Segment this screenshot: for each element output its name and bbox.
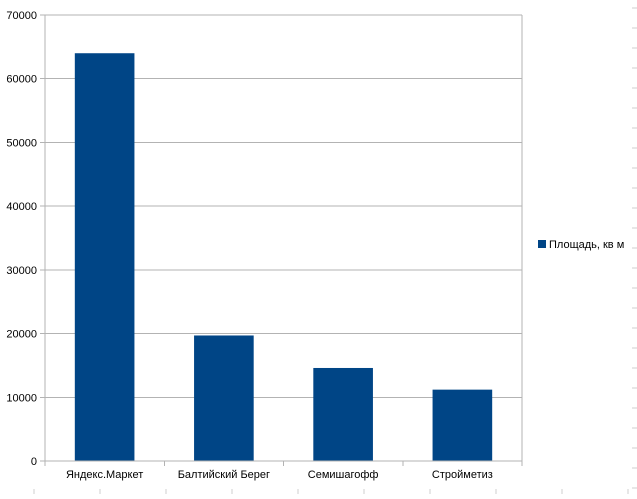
y-tick-label: 70000: [6, 10, 37, 22]
y-tick-label: 60000: [6, 74, 37, 86]
x-tick-labels: Яндекс.Маркет Балтийский Берег Семишагофф С…: [66, 469, 493, 481]
y-tick-label: 50000: [6, 137, 37, 149]
x-tick-label: Семишагофф: [308, 469, 379, 481]
legend-swatch: [538, 240, 546, 248]
y-tick-label: 40000: [6, 201, 37, 213]
axes: [40, 14, 523, 466]
bar: [74, 53, 135, 461]
y-tick-labels: 0 10000 20000 30000 40000 50000 60000 70000: [6, 10, 37, 468]
page-edge-decorations: [33, 7, 637, 494]
y-tick-label: 10000: [6, 392, 37, 404]
y-tick-label: 30000: [6, 265, 37, 277]
bar: [432, 389, 493, 461]
bars: [74, 53, 493, 461]
bar: [313, 367, 373, 461]
x-tick-label: Стройметиз: [432, 469, 493, 481]
legend: Площадь, кв м: [538, 239, 624, 251]
y-tick-label: 0: [31, 456, 37, 468]
x-tick-label: Яндекс.Маркет: [66, 469, 143, 481]
bar: [194, 335, 254, 461]
legend-label: Площадь, кв м: [549, 239, 624, 251]
x-tick-label: Балтийский Берег: [178, 469, 270, 481]
y-tick-label: 20000: [6, 329, 37, 341]
